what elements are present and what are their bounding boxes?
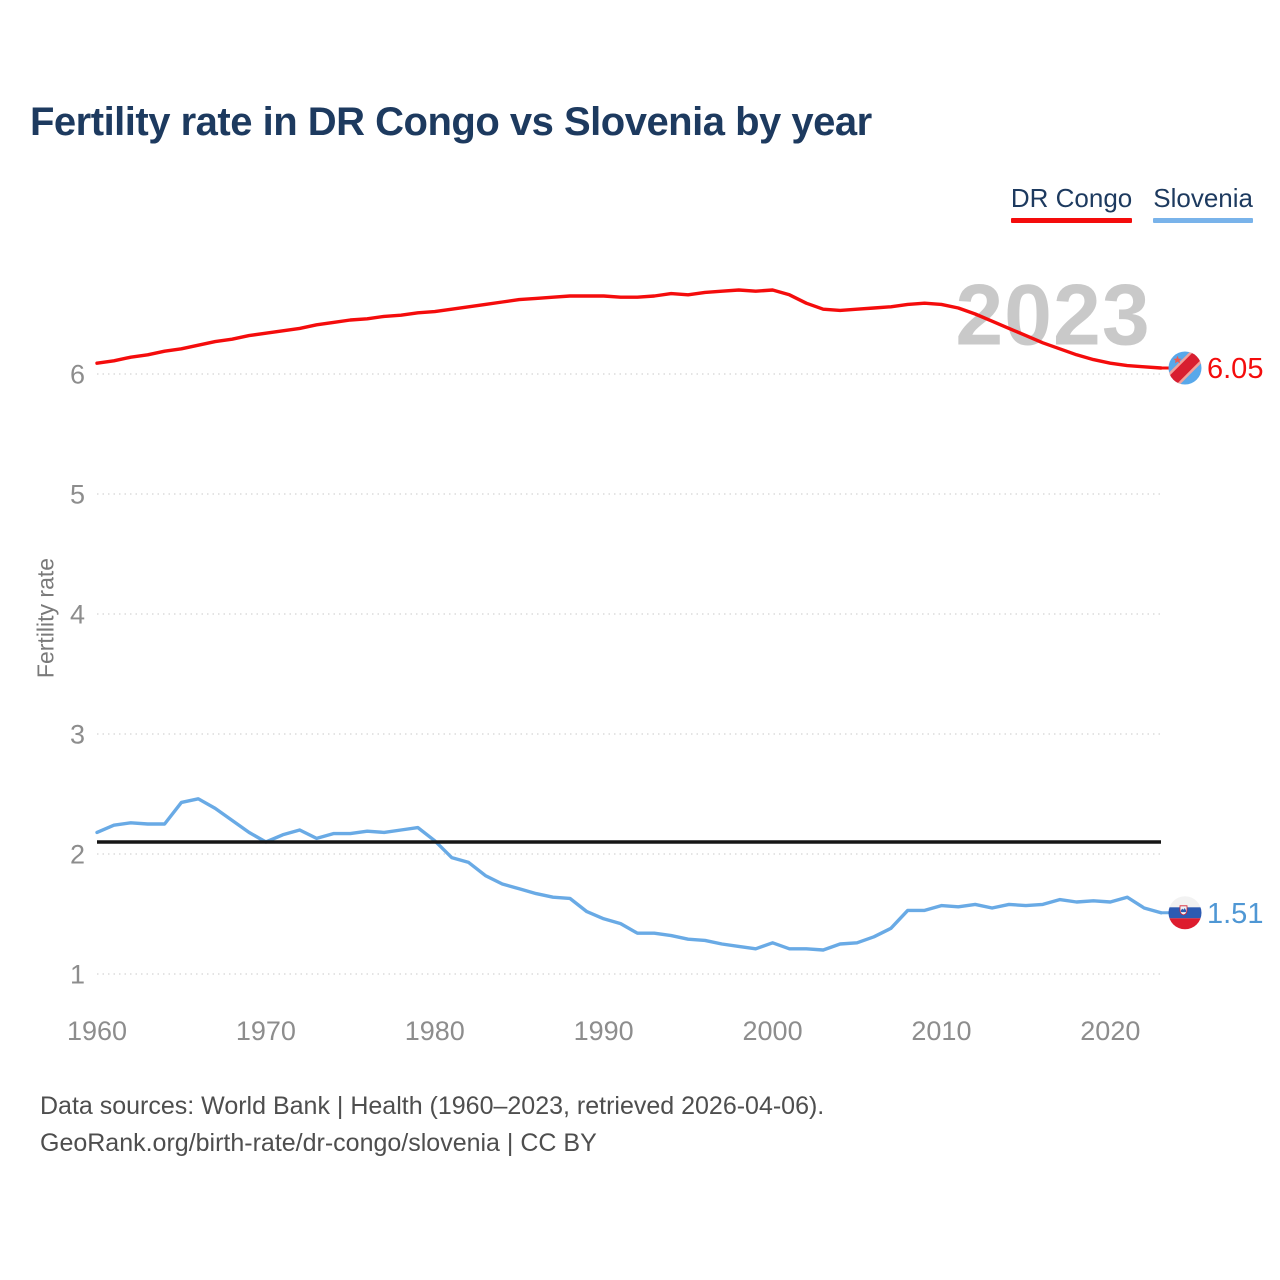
x-tick-label: 1960 [67,1016,127,1046]
series-line-slovenia[interactable] [95,797,1163,952]
legend-color-bar-slovenia [1153,218,1253,223]
y-tick-label: 3 [70,719,85,749]
x-tick-label: 1990 [574,1016,634,1046]
legend-item-dr-congo[interactable]: DR Congo [1010,183,1133,223]
x-tick-label: 2000 [743,1016,803,1046]
legend-color-bar-dr-congo [1010,218,1133,223]
slovenia-flag-icon [1168,896,1202,930]
grid-layer: 1 2 3 4 5 6 1960 1970 1980 1990 2000 2010 2020 [67,359,1161,1046]
series-line-dr-congo[interactable] [95,288,1163,370]
y-tick-label: 4 [70,599,85,629]
y-tick-label: 2 [70,839,85,869]
footer-data-sources: Data sources: World Bank | Health (1960–… [40,1092,825,1120]
series-layer [95,288,1185,952]
x-tick-label: 1970 [236,1016,296,1046]
y-tick-label: 6 [70,359,85,389]
x-tick-label: 1980 [405,1016,465,1046]
legend-item-slovenia[interactable]: Slovenia [1153,183,1253,223]
footer: Data sources: World Bank | Health (1960–… [40,1088,824,1162]
legend: DR Congo Slovenia [1010,183,1253,223]
legend-label-slovenia: Slovenia [1153,183,1253,213]
y-tick-label: 1 [70,959,85,989]
x-tick-label: 2010 [911,1016,971,1046]
x-tick-label: 2020 [1080,1016,1140,1046]
dr-congo-end-value-label: 6.05 [1207,353,1263,385]
y-tick-label: 5 [70,479,85,509]
legend-label-dr-congo: DR Congo [1010,183,1133,213]
slovenia-end-value-label: 1.51 [1207,898,1263,930]
footer-attribution[interactable]: GeoRank.org/birth-rate/dr-congo/slovenia… [40,1129,597,1157]
chart-title: Fertility rate in DR Congo vs Slovenia b… [30,100,872,144]
